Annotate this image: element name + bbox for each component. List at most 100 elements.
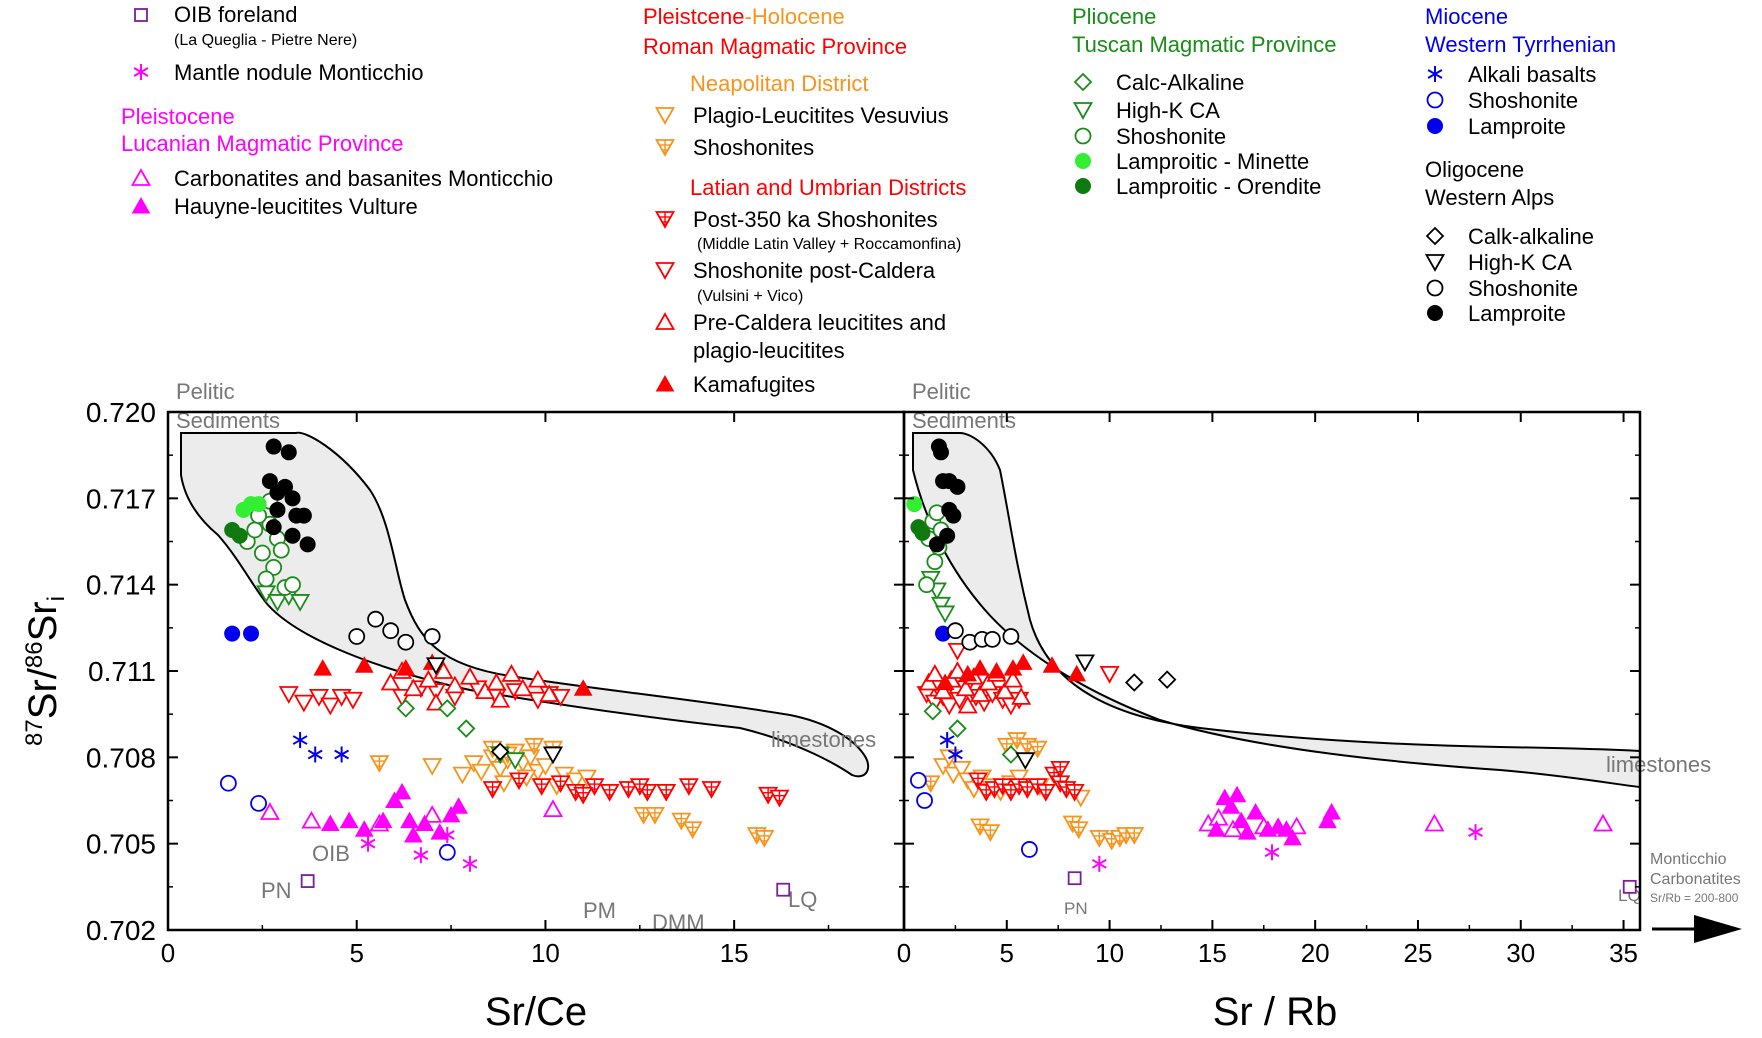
data-point <box>422 758 443 776</box>
legend-sublabel: (Vulsini + Vico) <box>697 288 803 305</box>
data-point <box>293 694 314 713</box>
legend-heading: Oligocene <box>1425 157 1524 182</box>
legend-heading: Western Tyrrhenian <box>1425 32 1616 57</box>
data-point <box>994 681 1015 700</box>
data-point <box>486 672 507 691</box>
legend-symbol <box>1074 127 1092 145</box>
legend-symbol <box>655 374 675 392</box>
legend-symbol <box>1073 72 1093 92</box>
y-tick-label: 0.714 <box>86 570 156 601</box>
tri-down-marker-icon <box>1424 254 1446 272</box>
data-point <box>313 659 333 676</box>
x-tick-label: 25 <box>1404 938 1433 968</box>
data-point <box>946 622 964 640</box>
data-point <box>1283 828 1302 846</box>
data-point <box>501 664 522 682</box>
legend-symbol <box>654 139 676 157</box>
legend-item-post-caldera: Shoshonite post-Caldera (Vulsini + Vico) <box>654 258 936 305</box>
legend-column-1: OIB foreland (La Queglia - Pietre Nere) … <box>121 2 553 219</box>
data-marks <box>906 438 1637 894</box>
legend-item-calc-alkaline: Calc-Alkaline <box>1073 70 1244 95</box>
legend-item-lamproite-alps: Lamproite <box>1427 301 1566 326</box>
data-point <box>243 625 260 642</box>
data-point <box>769 789 790 808</box>
data-point <box>535 758 556 776</box>
data-point <box>1074 654 1095 673</box>
data-point <box>342 691 363 710</box>
data-point <box>539 684 560 702</box>
legend-symbol <box>654 107 676 125</box>
data-point <box>456 719 476 738</box>
data-point <box>269 501 286 518</box>
tri-down-marker-icon <box>654 211 676 229</box>
data-point <box>253 544 271 562</box>
data-point <box>930 596 952 615</box>
circle-marker-icon <box>1427 305 1443 321</box>
x-tick-label: 15 <box>720 938 749 968</box>
data-point <box>334 746 350 763</box>
y-tick-label: 0.708 <box>86 742 156 773</box>
data-point <box>656 783 677 802</box>
data-point <box>1017 781 1038 799</box>
y-tick-label: 0.711 <box>88 656 156 687</box>
data-point <box>1067 664 1087 682</box>
data-point <box>415 814 435 832</box>
data-point <box>918 576 936 594</box>
data-point <box>280 444 297 461</box>
legend-symbol <box>1424 254 1446 272</box>
data-point <box>1015 752 1036 771</box>
plot-sr-rb: Pelitic Sediments limestones PN LQ 0 5 10 1… <box>897 379 1711 1034</box>
legend-label: Lamproitic - Minette <box>1116 149 1309 174</box>
legend-symbol <box>133 64 149 80</box>
data-point <box>957 695 978 714</box>
legend-item-shoshonites-neapolitan: Shoshonites <box>654 135 814 160</box>
data-point <box>284 490 301 507</box>
legend-item-vesuvius: Plagio-Leucitites Vesuvius <box>654 103 949 128</box>
legend-item-shoshonite-alps: Shoshonite <box>1426 276 1578 301</box>
legend-item-hauyne: Hauyne-leucitites Vulture <box>131 194 418 219</box>
x-tick-label: 10 <box>1095 938 1124 968</box>
legend-item-orendite: Lamproitic - Orendite <box>1075 174 1321 199</box>
data-point <box>224 625 241 642</box>
data-point <box>1099 665 1120 684</box>
x-tick-label: 5 <box>1000 938 1014 968</box>
x-tick-label: 5 <box>349 938 363 968</box>
data-point <box>320 814 340 832</box>
legend-heading: Lucanian Magmatic Province <box>121 131 403 156</box>
legend-symbol <box>1427 66 1443 82</box>
series-calk-alkaline <box>490 742 510 761</box>
series-lamproitic-orendite <box>224 521 248 544</box>
data-point <box>433 661 454 679</box>
legend-symbol <box>1426 279 1444 297</box>
series-high-k-ca <box>1015 654 1095 771</box>
x-tick-label: 35 <box>1609 938 1638 968</box>
data-point <box>354 820 374 837</box>
circle-marker-icon <box>1074 127 1092 145</box>
data-point <box>292 732 308 749</box>
legend-label: Lamproite <box>1468 301 1566 326</box>
legend-sublabel: (La Queglia - Pietre Nere) <box>174 32 357 49</box>
data-point <box>425 657 447 676</box>
data-point <box>987 661 1006 679</box>
data-point <box>924 664 945 682</box>
circle-marker-icon <box>1426 279 1444 297</box>
series-post-350-ka-shoshonites <box>967 760 1085 802</box>
legend-label: High-K CA <box>1468 250 1572 275</box>
data-point <box>250 496 267 513</box>
series-hauyne-leucitites-vulture <box>1207 785 1341 846</box>
asterisk-marker-icon <box>133 64 149 80</box>
data-point <box>1027 740 1048 759</box>
data-point <box>1064 783 1085 802</box>
data-point <box>259 802 280 820</box>
x-tick-label: 0 <box>897 938 911 968</box>
annotation-pn: PN <box>261 878 292 903</box>
data-point <box>701 781 722 799</box>
data-point <box>1021 841 1038 858</box>
data-point <box>422 805 443 823</box>
data-point <box>644 806 665 825</box>
data-point <box>505 752 526 771</box>
tri-up-marker-icon <box>655 374 675 392</box>
data-point <box>984 630 1001 648</box>
data-point <box>1207 820 1226 837</box>
